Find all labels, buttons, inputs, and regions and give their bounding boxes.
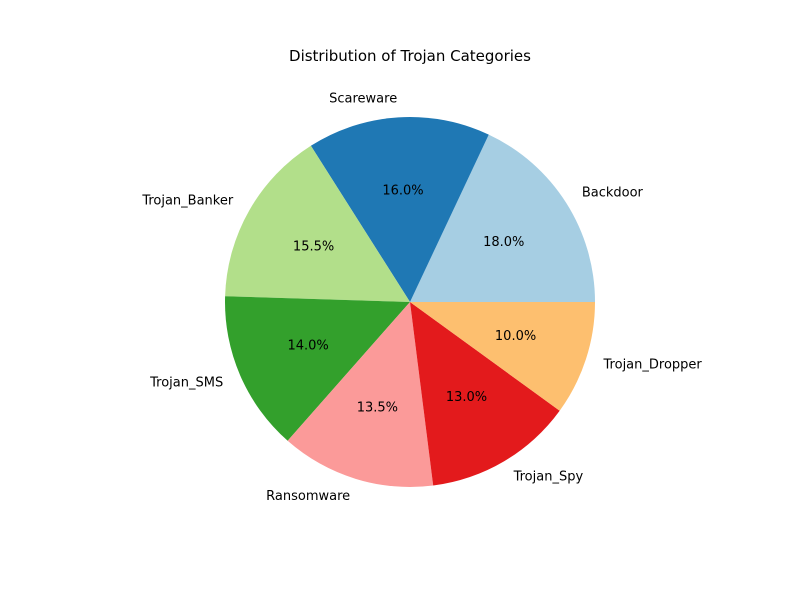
pie-labels: Backdoor 18.0% Scareware 16.0% Trojan_Banker…	[141, 91, 702, 504]
slice-label-trojan-banker: Trojan_Banker	[141, 194, 234, 209]
pie-slices	[225, 116, 595, 487]
slice-label-backdoor: Backdoor	[582, 185, 644, 200]
chart-title: Distribution of Trojan Categories	[289, 47, 531, 65]
slice-label-trojan-dropper: Trojan_Dropper	[603, 357, 703, 372]
pie-slice-backdoor	[410, 134, 595, 302]
pie-slice-scareware	[310, 116, 489, 302]
slice-label-scareware: Scareware	[329, 91, 397, 106]
pie-slice-trojan-spy	[410, 302, 560, 486]
slice-label-trojan-spy: Trojan_Spy	[513, 470, 584, 485]
slice-percent-trojan-dropper: 10.0%	[495, 329, 536, 344]
pie-slice-trojan-sms	[225, 296, 410, 441]
slice-percent-trojan-banker: 15.5%	[293, 240, 334, 255]
pie-slice-ransomware	[287, 302, 434, 487]
slice-label-ransomware: Ransomware	[266, 489, 350, 504]
slice-percent-trojan-spy: 13.0%	[446, 390, 487, 405]
pie-slice-trojan-banker	[225, 145, 410, 302]
slice-percent-backdoor: 18.0%	[483, 235, 524, 250]
slice-percent-trojan-sms: 14.0%	[287, 339, 328, 354]
pie-slice-trojan-dropper	[410, 302, 595, 411]
slice-percent-scareware: 16.0%	[382, 184, 423, 199]
slice-label-trojan-sms: Trojan_SMS	[149, 375, 223, 390]
slice-percent-ransomware: 13.5%	[357, 401, 398, 416]
